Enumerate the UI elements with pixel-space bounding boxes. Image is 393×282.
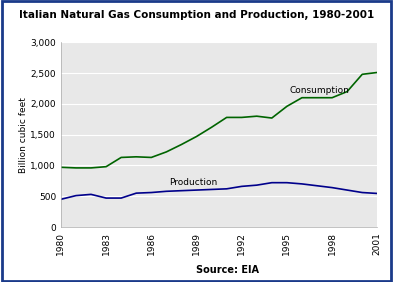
Text: Source: EIA: Source: EIA — [196, 265, 259, 275]
Text: Production: Production — [169, 178, 218, 187]
Y-axis label: Billion cubic feet: Billion cubic feet — [18, 97, 28, 173]
Text: Consumption: Consumption — [290, 86, 350, 95]
Text: Italian Natural Gas Consumption and Production, 1980-2001: Italian Natural Gas Consumption and Prod… — [19, 10, 374, 20]
